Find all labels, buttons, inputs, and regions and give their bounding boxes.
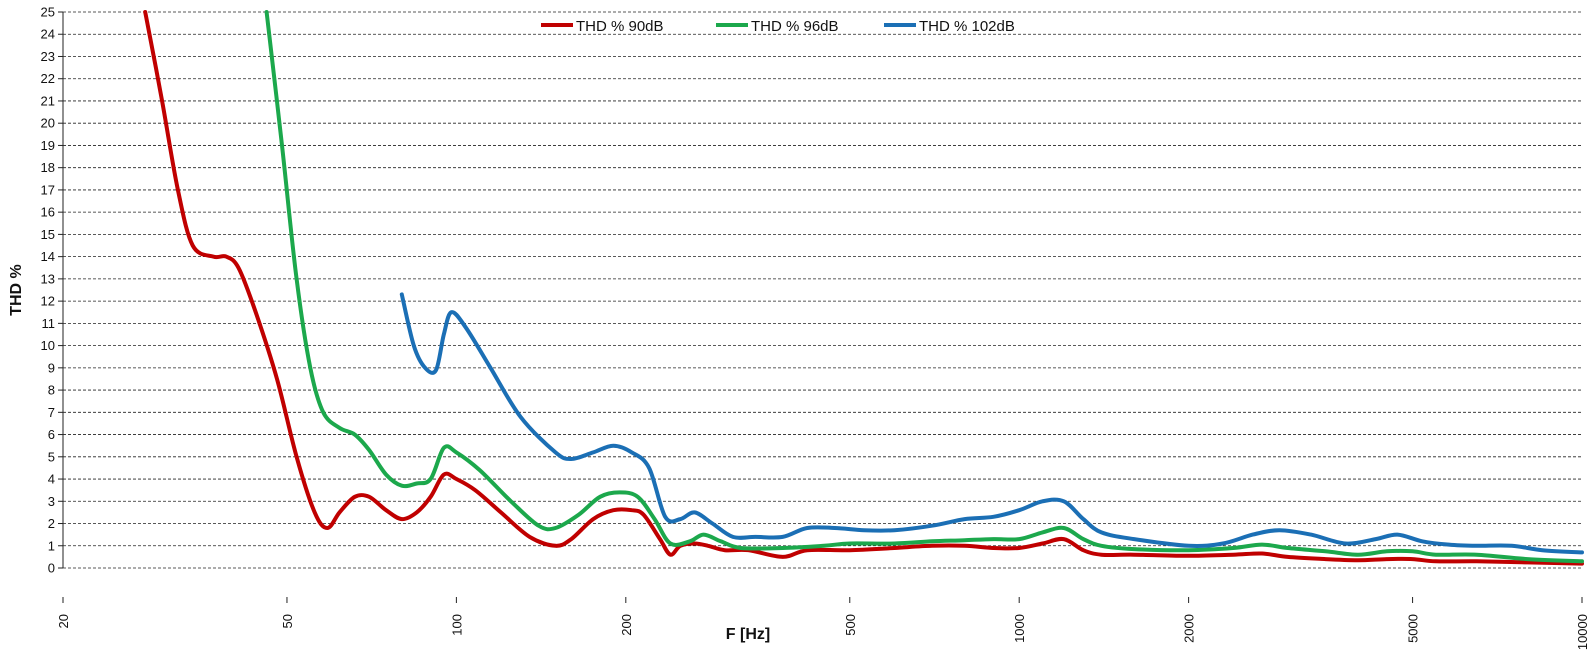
grid-lines [63,11,1582,569]
x-tick-label: 2000 [1182,614,1197,643]
series-line-2 [264,10,1584,564]
y-tick-label: 19 [41,138,55,153]
y-tick-label: 22 [41,71,55,86]
x-tick-label: 100 [449,614,464,636]
y-tick-label: 21 [41,93,55,108]
y-tick-label: 24 [41,27,55,42]
y-tick-label: 1 [48,538,55,553]
y-tick-label: 3 [48,494,55,509]
y-tick-label: 11 [42,316,56,331]
x-tick-label: 5000 [1406,614,1421,643]
y-tick-label: 18 [41,160,55,175]
x-tick-label: 20 [56,614,71,628]
y-tick-label: 14 [41,249,55,264]
series-line-3 [399,292,1584,555]
y-tick-label: 8 [48,383,55,398]
y-tick-label: 0 [48,561,55,576]
legend-label: THD % 102dB [919,18,1015,35]
y-tick-label: 20 [41,116,55,131]
y-tick-label: 4 [48,472,55,487]
y-tick-label: 15 [41,227,55,242]
x-tick-label: 1000 [1012,614,1027,643]
x-axis-title: F [Hz] [726,626,770,643]
legend-label: THD % 90dB [576,18,664,35]
y-tick-label: 7 [48,405,55,420]
y-axis: 0123456789101112131415161718192021222324… [41,5,64,576]
legend-label: THD % 96dB [751,18,839,35]
series-line-1 [143,10,1584,566]
y-tick-label: 9 [48,360,55,375]
x-tick-label: 50 [280,614,295,628]
x-tick-label: 10000 [1575,614,1590,650]
y-tick-label: 2 [48,516,55,531]
y-axis-title: THD % [8,264,25,316]
y-tick-label: 13 [41,271,55,286]
y-tick-label: 12 [41,294,55,309]
legend: THD % 90dB THD % 96dB THD % 102dB [541,18,1015,35]
x-axis: 20 50 100 200 500 1000 2000 5000 10000 [56,597,1590,650]
x-tick-label: 200 [619,614,634,636]
y-tick-label: 10 [41,338,55,353]
y-tick-label: 16 [41,205,55,220]
y-tick-label: 6 [48,427,55,442]
y-tick-label: 5 [48,449,55,464]
x-tick-label: 500 [843,614,858,636]
y-tick-label: 17 [41,182,55,197]
y-tick-label: 23 [41,49,55,64]
y-tick-label: 25 [41,5,55,20]
series-layer [143,10,1584,566]
